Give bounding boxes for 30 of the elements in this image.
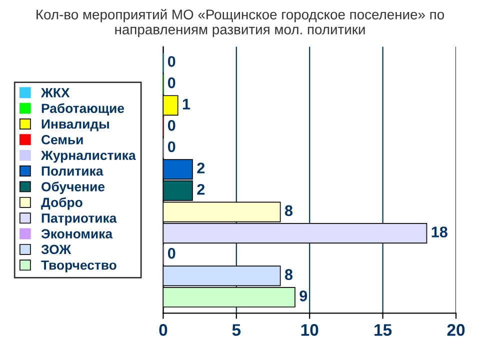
- data-label: 2: [197, 184, 205, 195]
- x-tick-label: 20: [447, 324, 465, 336]
- data-label: 9: [300, 290, 308, 302]
- data-label: 0: [168, 56, 176, 67]
- legend-label: Семьи: [42, 135, 83, 144]
- data-label: 8: [284, 269, 293, 280]
- x-tick-label: 10: [301, 324, 318, 336]
- chart-title: Кол-во мероприятий МО «Рощинское городское поселение» по направлениям развития мол. политики: [36, 9, 444, 38]
- data-label: 0: [168, 120, 176, 131]
- legend-label: Журналистика: [40, 150, 136, 163]
- x-tick-label: 5: [232, 324, 241, 336]
- data-label: 0: [168, 248, 176, 259]
- data-label: 1: [182, 98, 190, 110]
- legend-label: Патриотика: [42, 214, 117, 226]
- legend-label: ЖКХ: [40, 88, 70, 98]
- x-tick-label: 15: [374, 324, 392, 336]
- legend-label: Политика: [42, 166, 104, 176]
- legend-label: Работающие: [42, 103, 124, 116]
- x-tick-label: 0: [159, 324, 168, 336]
- legend-label: ЗОЖ: [41, 244, 72, 254]
- data-label: 8: [284, 205, 293, 216]
- legend-label: Инвалиды: [42, 119, 109, 132]
- legend-label: Добро: [41, 197, 82, 210]
- legend-label: Обучение: [42, 182, 105, 194]
- legend-label: Экономика: [41, 229, 113, 238]
- data-label: 0: [168, 77, 176, 88]
- data-label: 2: [197, 162, 205, 174]
- data-label: 0: [168, 141, 176, 152]
- data-label: 18: [432, 226, 448, 238]
- legend-label: Творчество: [41, 260, 116, 272]
